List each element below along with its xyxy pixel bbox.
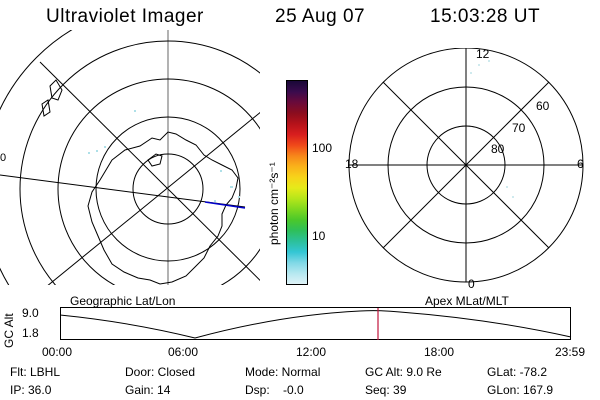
time-label: 15:03:28 UT bbox=[430, 6, 541, 27]
colorbar-tick-10: 10 bbox=[312, 229, 326, 243]
left-edge-label: 0 bbox=[0, 152, 7, 164]
right-plot-caption: Apex MLat/MLT bbox=[425, 294, 509, 308]
meridian-line bbox=[47, 111, 260, 285]
altitude-timeline bbox=[60, 307, 572, 340]
timeline-ytick-top: 9.0 bbox=[22, 306, 39, 320]
gc-alt-info: GC Alt: 9.0 Re bbox=[365, 365, 442, 379]
ice-shelf-outline bbox=[147, 153, 163, 167]
timeline-xtick-0600: 06:00 bbox=[168, 345, 199, 359]
gain-info: Gain: 14 bbox=[125, 383, 171, 397]
mlat-label-70: 70 bbox=[512, 121, 526, 135]
new-zealand-outline bbox=[41, 99, 51, 117]
mode-info: Mode: Normal bbox=[245, 365, 321, 379]
mlat-label-80: 80 bbox=[491, 142, 505, 156]
orbit-track bbox=[204, 201, 246, 209]
door-info: Door: Closed bbox=[125, 365, 196, 379]
colorbar bbox=[286, 80, 308, 285]
dsp-info: Dsp: -0.0 bbox=[245, 383, 304, 397]
meridian-line bbox=[0, 174, 246, 208]
left-plot-caption: Geographic Lat/Lon bbox=[70, 294, 176, 308]
instrument-title: Ultraviolet Imager bbox=[46, 6, 204, 27]
timeline-frame bbox=[60, 307, 571, 340]
antarctica-coastline bbox=[87, 131, 239, 285]
mlt-label-0: 0 bbox=[468, 277, 475, 291]
ip-info: IP: 36.0 bbox=[10, 383, 52, 397]
timeline-ylabel: GC Alt bbox=[2, 313, 16, 348]
apex-polar-plot bbox=[348, 48, 584, 283]
glat-info: GLat: -78.2 bbox=[487, 365, 548, 379]
timeline-xtick-0000: 00:00 bbox=[42, 345, 73, 359]
filter-info: Flt: LBHL bbox=[10, 365, 61, 379]
mlat-label-60: 60 bbox=[536, 99, 550, 113]
timeline-xtick-1800: 18:00 bbox=[424, 345, 455, 359]
seq-info: Seq: 39 bbox=[365, 383, 407, 397]
date-label: 25 Aug 07 bbox=[275, 6, 366, 27]
glon-info: GLon: 167.9 bbox=[487, 383, 554, 397]
new-zealand-outline bbox=[49, 79, 63, 101]
mlt-line bbox=[382, 81, 550, 249]
colorbar-label: photon cm⁻²s⁻¹ bbox=[267, 162, 281, 245]
timeline-xtick-2359: 23:59 bbox=[555, 345, 586, 359]
geographic-polar-plot bbox=[0, 30, 260, 285]
timeline-ytick-bottom: 1.8 bbox=[22, 326, 39, 340]
mlt-label-6: 6 bbox=[577, 157, 584, 171]
timeline-xtick-1200: 12:00 bbox=[296, 345, 327, 359]
colorbar-tick-100: 100 bbox=[312, 141, 333, 155]
mlt-label-12: 12 bbox=[476, 47, 490, 61]
mlt-label-18: 18 bbox=[345, 157, 359, 171]
altitude-curve bbox=[60, 310, 572, 339]
